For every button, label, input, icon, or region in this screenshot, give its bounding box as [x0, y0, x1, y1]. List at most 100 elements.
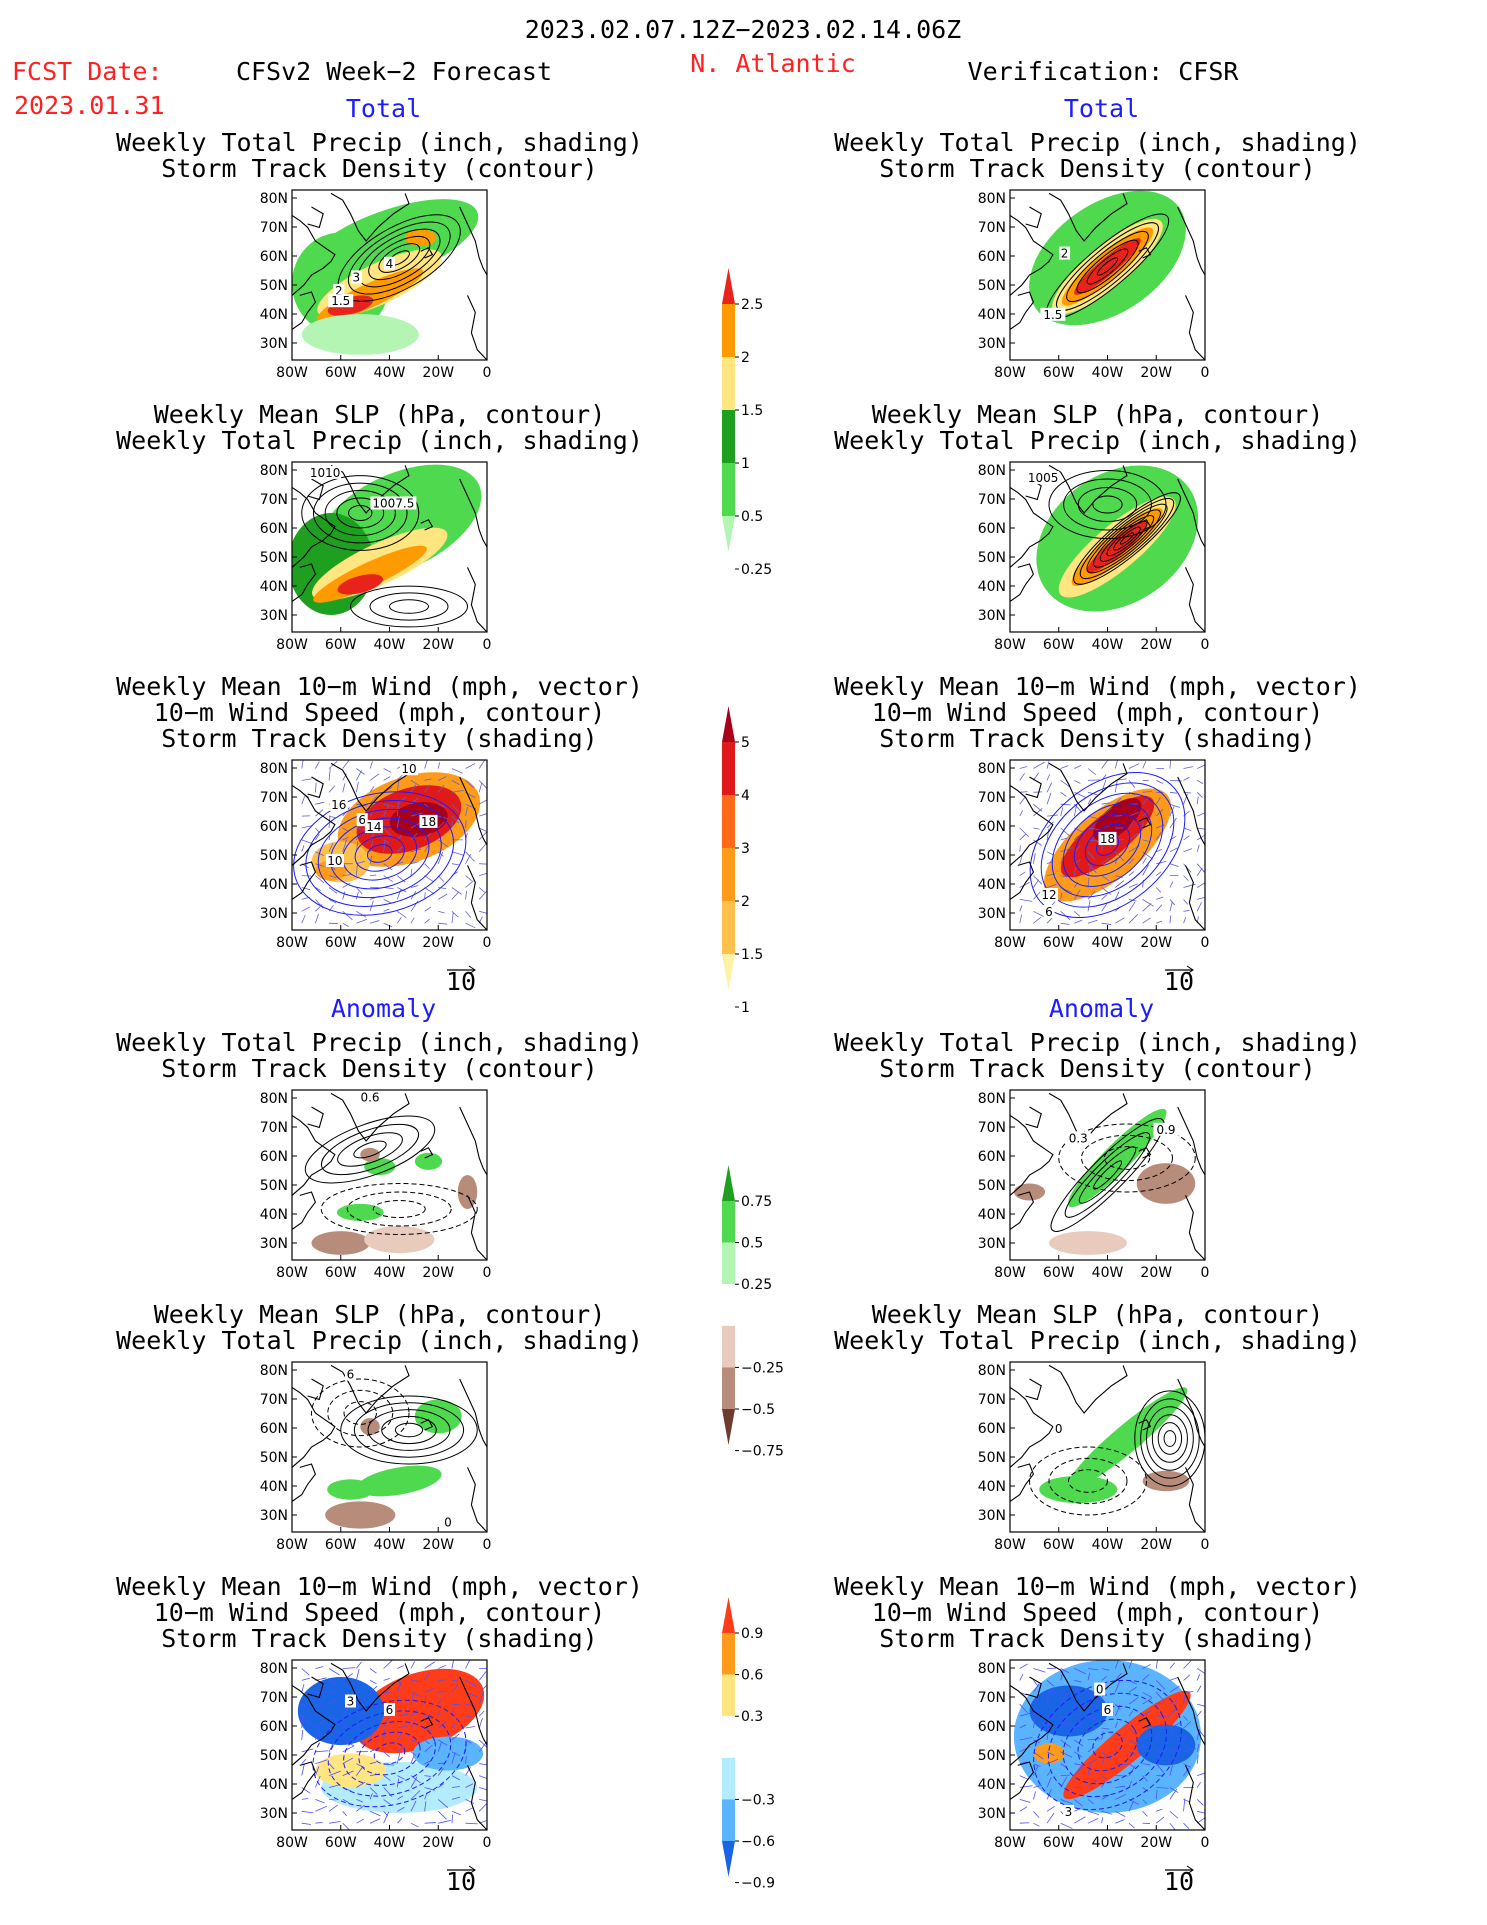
contour-label: 0.9 — [1156, 1123, 1175, 1137]
wind-vector — [1114, 779, 1118, 793]
colorbar-label: −0.9 — [741, 1876, 775, 1892]
wind-vector — [301, 760, 304, 769]
contour-label-bg — [442, 1515, 454, 1529]
colorbar-precip-anom: 0.75 0.5 0.25 −0.25 −0.5 −0.75 — [722, 1165, 784, 1460]
lat-tick-label: 70N — [260, 1392, 288, 1408]
wind-vector — [1101, 1751, 1112, 1760]
coastline — [1138, 1419, 1152, 1431]
wind-vector — [1156, 896, 1164, 900]
contour-label: 10 — [327, 854, 342, 868]
lon-tick-label: 80W — [276, 1835, 308, 1851]
lat-tick-label: 60N — [260, 819, 288, 835]
wind-vector — [1087, 900, 1091, 912]
coastline — [292, 291, 317, 330]
map-content: 1010 1007.5 — [292, 462, 487, 632]
wind-vector — [1073, 866, 1077, 876]
contour-label-bg — [325, 854, 344, 867]
colorbar-label: −0.6 — [741, 1834, 775, 1850]
wind-vector — [1169, 1765, 1173, 1776]
wind-vector — [1142, 1775, 1148, 1782]
contour-label-bg — [1040, 307, 1066, 321]
coastline — [1185, 295, 1205, 360]
wind-vector — [356, 827, 365, 831]
lat-tick-label: 60N — [260, 1421, 288, 1437]
wind-vector — [1060, 922, 1070, 925]
lat-tick-label: 60N — [260, 1719, 288, 1735]
coastline — [1010, 1761, 1035, 1800]
wind-vector — [1087, 815, 1098, 819]
coastline — [467, 567, 487, 632]
lat-tick-label: 60N — [260, 521, 288, 537]
wind-vector — [328, 1770, 341, 1776]
contour-label: 16 — [331, 798, 346, 812]
wind-vector — [383, 1716, 390, 1729]
wind-vector — [1197, 1772, 1205, 1776]
coastline — [1025, 1676, 1042, 1699]
contour-line — [1063, 478, 1152, 531]
wind-vector — [1183, 910, 1190, 912]
contour-line — [1048, 1457, 1128, 1505]
lat-tick-label: 30N — [260, 1806, 288, 1822]
contour-line — [1086, 503, 1168, 574]
coastline — [459, 206, 487, 276]
colorbar-segment — [722, 1674, 735, 1717]
wind-vector — [1033, 1763, 1041, 1767]
wind-vector — [1019, 1761, 1028, 1765]
wind-vector — [1046, 873, 1056, 876]
wind-vector — [410, 1822, 419, 1828]
wind-vector — [410, 917, 415, 924]
colorbar-segment — [722, 1409, 735, 1445]
wind-vector — [369, 855, 373, 864]
wind-vector — [1060, 1695, 1066, 1705]
wind-vector — [342, 891, 346, 900]
wind-vector — [1183, 848, 1193, 853]
wind-vector — [1197, 812, 1205, 817]
wind-vector — [451, 1751, 461, 1757]
wind-vector — [1156, 1787, 1169, 1789]
wind-vector — [315, 833, 320, 841]
wind-vector — [1183, 827, 1192, 832]
wind-vector — [301, 1677, 310, 1681]
fcst-date-value: 2023.01.31 — [14, 91, 165, 120]
wind-vector — [1155, 904, 1163, 912]
wind-vector — [342, 1673, 353, 1681]
panel-title-line: 10−m Wind Speed (mph, contour) — [872, 698, 1324, 727]
contour-line — [1062, 1705, 1153, 1785]
map-content: 36 — [292, 1660, 487, 1830]
lat-tick-label: 50N — [978, 278, 1006, 294]
wind-vector — [1183, 776, 1190, 781]
lon-tick-label: 80W — [994, 1835, 1026, 1851]
wind-vector — [451, 815, 460, 824]
wind-vector — [1019, 1703, 1028, 1714]
colorbar-label: 4 — [741, 788, 750, 804]
coastline — [1177, 776, 1205, 846]
contour-label: 6 — [1045, 905, 1053, 919]
wind-vector — [315, 863, 324, 867]
wind-vector — [1128, 1696, 1139, 1705]
wind-vector — [1060, 1691, 1068, 1696]
wind-vector — [369, 786, 375, 793]
wind-vector — [1142, 917, 1151, 924]
wind-vector — [424, 1694, 427, 1705]
contour-line — [1093, 509, 1161, 568]
contour-label-bg — [1098, 831, 1117, 845]
wind-vector — [424, 760, 428, 769]
wind-vector — [1128, 1801, 1134, 1812]
wind-vector — [479, 1819, 487, 1824]
wind-vector — [1019, 1673, 1024, 1681]
wind-vector — [383, 827, 392, 838]
wind-vector — [1196, 792, 1203, 798]
wind-vector — [1046, 1789, 1052, 1800]
contour-line — [1106, 520, 1148, 557]
contour-label-bg — [384, 1703, 395, 1716]
wind-vector — [1156, 1702, 1164, 1705]
lon-tick-label: 80W — [994, 1537, 1026, 1553]
wind-vector — [424, 832, 432, 841]
wind-vector — [383, 839, 390, 844]
wind-vector — [1183, 899, 1188, 905]
wind-vector — [465, 780, 474, 789]
contour-label-bg — [356, 813, 368, 827]
coastline — [1048, 1662, 1128, 1712]
colorbars-layer: 2.5 2 1.5 1 0.5 0.25 5 4 3 2 1.5 1 0.75 0.5 0.25 −0.25 −… — [722, 268, 784, 1892]
contour-label-bg — [400, 762, 418, 776]
